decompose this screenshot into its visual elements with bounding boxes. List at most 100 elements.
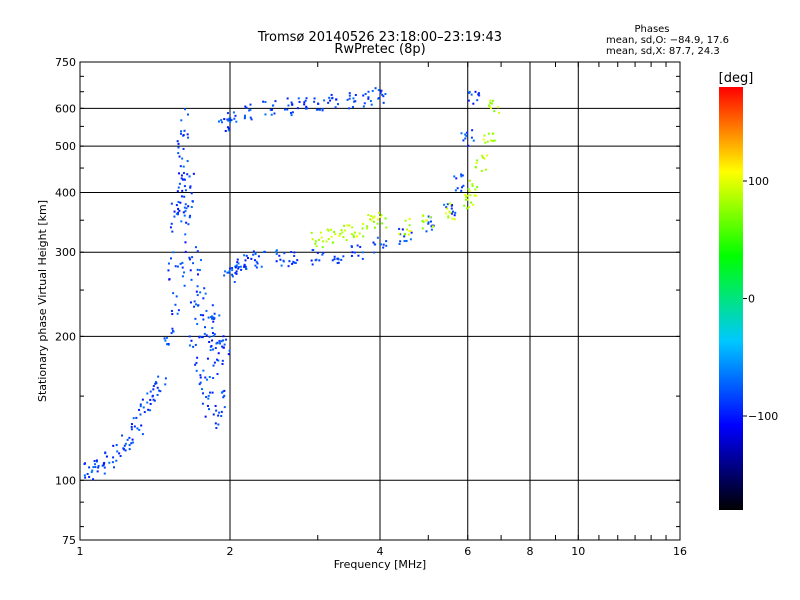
data-point — [477, 92, 480, 95]
data-point — [243, 254, 246, 257]
data-point — [290, 250, 293, 253]
data-point — [227, 127, 230, 130]
data-point — [179, 201, 182, 204]
data-point — [178, 182, 181, 185]
colorbar-scale — [719, 87, 743, 510]
data-point — [86, 473, 89, 476]
data-point — [211, 332, 214, 335]
data-point — [189, 258, 192, 261]
data-point — [350, 232, 353, 235]
data-point — [214, 347, 217, 350]
data-point — [463, 204, 466, 207]
data-point — [321, 253, 324, 256]
data-point — [244, 267, 247, 270]
data-point — [318, 108, 321, 111]
data-point — [189, 214, 192, 217]
data-point — [183, 214, 186, 217]
data-point — [177, 200, 180, 203]
data-point — [233, 117, 236, 120]
data-point — [408, 217, 411, 220]
data-point — [183, 185, 186, 188]
data-point — [122, 447, 125, 450]
data-point — [170, 332, 173, 335]
data-point — [244, 265, 247, 268]
data-point — [376, 222, 379, 225]
data-point — [191, 256, 194, 259]
data-point — [130, 442, 133, 445]
data-point — [230, 119, 233, 122]
data-point — [460, 175, 463, 178]
data-point — [177, 213, 180, 216]
data-point — [128, 436, 131, 439]
data-point — [165, 336, 168, 339]
data-point — [221, 362, 224, 365]
data-point — [348, 107, 351, 110]
data-point — [218, 314, 221, 317]
data-point — [296, 107, 299, 110]
data-point — [228, 267, 231, 270]
data-point — [177, 146, 180, 149]
data-point — [207, 316, 210, 319]
data-point — [359, 245, 362, 248]
data-point — [483, 134, 486, 137]
data-point — [177, 152, 180, 155]
data-point — [381, 93, 384, 96]
data-point — [377, 89, 380, 92]
data-point — [135, 416, 138, 419]
data-point — [346, 224, 349, 227]
data-point — [488, 104, 491, 107]
data-point — [317, 102, 320, 105]
data-point — [356, 244, 359, 247]
data-point — [185, 221, 188, 224]
data-point — [269, 108, 272, 111]
data-point — [377, 211, 380, 214]
data-point — [181, 275, 184, 278]
data-point — [170, 309, 173, 312]
data-point — [472, 139, 475, 142]
data-point — [343, 224, 346, 227]
data-point — [139, 413, 142, 416]
data-point — [182, 134, 185, 137]
data-point — [208, 335, 211, 338]
data-point — [184, 233, 187, 236]
data-point — [443, 203, 446, 206]
data-point — [382, 243, 385, 246]
data-point — [333, 255, 336, 258]
data-point — [444, 212, 447, 215]
data-point — [228, 270, 231, 273]
data-point — [404, 233, 407, 236]
data-point — [151, 395, 154, 398]
data-point — [197, 304, 200, 307]
data-point — [192, 262, 195, 265]
data-point — [322, 251, 325, 254]
data-point — [116, 450, 119, 453]
data-point — [104, 452, 107, 455]
data-point — [195, 290, 198, 293]
data-point — [224, 270, 227, 273]
data-point — [223, 389, 226, 392]
data-point — [361, 222, 364, 225]
data-point — [346, 98, 349, 101]
data-point — [287, 104, 290, 107]
data-point — [180, 130, 183, 133]
data-point — [215, 426, 218, 429]
data-point — [321, 109, 324, 112]
data-point — [198, 269, 201, 272]
y-tick-label: 100 — [55, 474, 76, 487]
data-point — [180, 195, 183, 198]
data-point — [244, 105, 247, 108]
data-point — [155, 381, 158, 384]
data-point — [338, 235, 341, 238]
data-point — [226, 112, 229, 115]
data-point — [191, 200, 194, 203]
data-point — [492, 139, 495, 142]
y-tick-label: 600 — [55, 102, 76, 115]
data-point — [405, 239, 408, 242]
data-point — [156, 393, 159, 396]
data-point — [283, 108, 286, 111]
data-point — [208, 376, 211, 379]
data-point — [288, 260, 291, 263]
data-point — [177, 142, 180, 145]
data-point — [223, 118, 226, 121]
data-point — [313, 100, 316, 103]
